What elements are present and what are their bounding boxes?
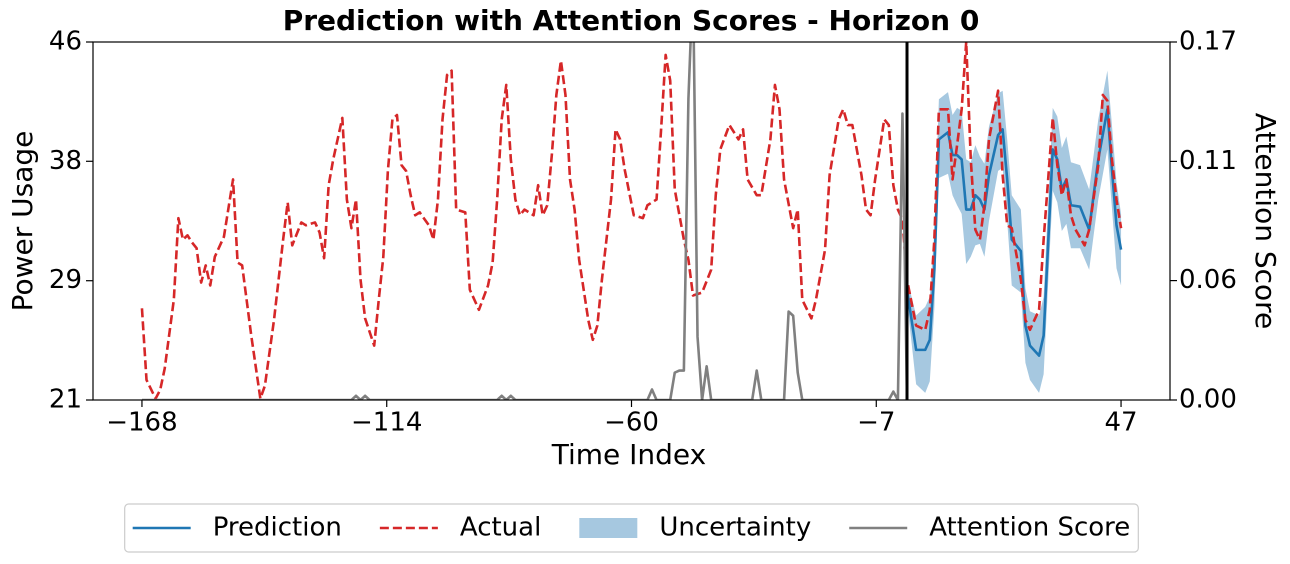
y2-axis-label: Attention Score <box>1249 113 1282 330</box>
y2-tick-label: 0.00 <box>1179 385 1237 415</box>
y2-tick-label: 0.17 <box>1179 27 1237 57</box>
legend-label: Actual <box>460 513 541 543</box>
chart-title: Prediction with Attention Scores - Horiz… <box>283 4 980 37</box>
legend-item: Actual <box>379 513 541 543</box>
x-tick-label: −60 <box>604 408 659 438</box>
legend-item: Prediction <box>132 513 342 543</box>
legend-label: Uncertainty <box>659 513 811 543</box>
legend-label: Prediction <box>213 513 342 543</box>
legend-item: Attention Score <box>849 513 1130 543</box>
y-tick-label: 21 <box>49 385 82 415</box>
series-line <box>905 108 1123 357</box>
series-line <box>141 42 909 400</box>
legend-label: Attention Score <box>929 513 1130 543</box>
x-tick-label: −168 <box>106 408 177 438</box>
x-tick-label: 47 <box>1104 408 1137 438</box>
y-axis-label: Power Usage <box>6 131 39 312</box>
x-tick-label: −114 <box>351 408 422 438</box>
y2-tick-label: 0.11 <box>1179 146 1237 176</box>
series-line <box>140 42 1123 400</box>
legend-item: Uncertainty <box>579 513 811 543</box>
y-tick-label: 46 <box>49 27 82 57</box>
legend: Prediction Actual Uncertainty Attention Sco… <box>124 503 1139 553</box>
y2-tick-label: 0.06 <box>1179 265 1237 295</box>
y-tick-label: 38 <box>49 146 82 176</box>
y-tick-label: 29 <box>49 265 82 295</box>
x-axis-label: Time Index <box>551 438 707 471</box>
uncertainty-band <box>907 70 1122 393</box>
legend-swatch <box>579 518 638 538</box>
x-tick-label: −7 <box>857 408 895 438</box>
plot-area <box>140 42 1123 400</box>
